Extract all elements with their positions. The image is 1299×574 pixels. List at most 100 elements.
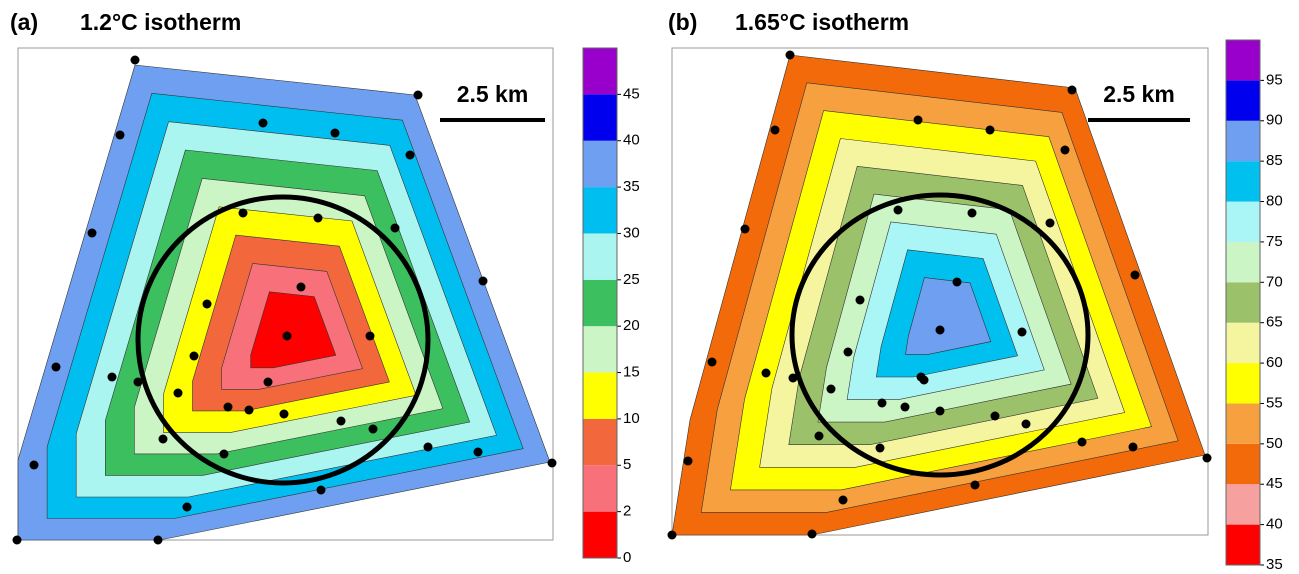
station — [1060, 145, 1070, 155]
station — [807, 529, 817, 539]
colorbar-segment — [1226, 484, 1260, 525]
colorbar-tick-label: 85 — [1266, 152, 1283, 169]
station — [219, 449, 229, 459]
colorbar-tick-label: 65 — [1266, 314, 1283, 331]
station — [919, 375, 929, 385]
station — [87, 228, 97, 238]
station — [770, 125, 780, 135]
colorbar-segment — [1226, 403, 1260, 444]
station — [238, 208, 248, 218]
station — [368, 424, 378, 434]
station — [877, 398, 887, 408]
colorbar-tick-label: 80 — [1266, 193, 1283, 210]
station — [296, 282, 306, 292]
colorbar-tick-label: 10 — [623, 410, 640, 427]
colorbar-tick-label: 35 — [1266, 556, 1283, 569]
station — [279, 409, 289, 419]
station — [1045, 218, 1055, 228]
panel-label: (b) — [668, 9, 697, 35]
station — [202, 299, 212, 309]
colorbar-tick-label: 45 — [1266, 475, 1283, 492]
colorbar-segment — [583, 48, 617, 95]
station — [1077, 437, 1087, 447]
station — [473, 447, 483, 457]
station — [12, 535, 22, 545]
station — [826, 384, 836, 394]
frame-b — [671, 47, 1209, 536]
colorbar-tick-label: 40 — [1266, 516, 1283, 533]
colorbar-segment — [583, 140, 617, 188]
station — [115, 130, 125, 140]
station — [667, 530, 677, 540]
station — [1067, 85, 1077, 95]
station — [390, 223, 400, 233]
colorbar-segment — [583, 326, 617, 373]
station — [330, 128, 340, 138]
frame-a — [17, 47, 554, 541]
station — [133, 377, 143, 387]
station — [158, 434, 168, 444]
station — [952, 277, 962, 287]
colorbar-segment — [583, 372, 617, 419]
station — [913, 115, 923, 125]
colorbar-tick-label: 5 — [623, 456, 631, 473]
station — [1202, 453, 1212, 463]
colorbar-tick-label: 75 — [1266, 233, 1283, 250]
station — [336, 416, 346, 426]
colorbar-tick-label: 95 — [1266, 71, 1283, 88]
station — [1128, 442, 1138, 452]
station — [683, 456, 693, 466]
station — [423, 442, 433, 452]
station — [316, 485, 326, 495]
station — [970, 480, 980, 490]
station — [990, 411, 1000, 421]
station — [51, 362, 61, 372]
station — [740, 224, 750, 234]
panel-title: 1.65°C isotherm — [735, 9, 909, 35]
colorbar-segment — [583, 94, 617, 141]
colorbar-segment — [583, 465, 617, 512]
colorbar-segment — [583, 511, 617, 558]
colorbar-segment — [1226, 363, 1260, 404]
panel-title: 1.2°C isotherm — [80, 9, 241, 35]
colorbar-frame — [582, 47, 618, 559]
station — [935, 325, 945, 335]
station — [843, 347, 853, 357]
colorbar-segment — [1226, 80, 1260, 121]
colorbar-segment — [583, 187, 617, 234]
station — [814, 431, 824, 441]
station — [107, 372, 117, 382]
station — [263, 377, 273, 387]
colorbar-segment — [1226, 161, 1260, 202]
station — [875, 443, 885, 453]
station — [413, 90, 423, 100]
colorbar-tick-label: 50 — [1266, 435, 1283, 452]
colorbar-tick-label: 35 — [623, 178, 640, 195]
scale-label: 2.5 km — [457, 81, 529, 107]
colorbar-segment — [583, 233, 617, 280]
colorbar-tick-label: 15 — [623, 364, 640, 381]
station — [785, 50, 795, 60]
station — [707, 357, 717, 367]
contour-band — [905, 277, 992, 355]
station — [547, 458, 557, 468]
station — [935, 406, 945, 416]
station — [258, 118, 268, 128]
colorbar-segment — [1226, 40, 1260, 81]
panel-label: (a) — [10, 9, 38, 35]
isotherm-circle — [789, 192, 1091, 478]
colorbar-tick-label: 70 — [1266, 273, 1283, 290]
station — [761, 368, 771, 378]
colorbar-segment — [1226, 443, 1260, 485]
station — [405, 150, 415, 160]
station — [282, 331, 292, 341]
colorbar-segment — [1226, 241, 1260, 283]
station — [223, 402, 233, 412]
station — [478, 276, 488, 286]
colorbar-segment — [1226, 322, 1260, 364]
colorbar-tick-label: 2 — [623, 503, 631, 520]
station — [173, 388, 183, 398]
colorbar-frame — [1225, 39, 1261, 566]
colorbar-tick-label: 45 — [623, 85, 640, 102]
